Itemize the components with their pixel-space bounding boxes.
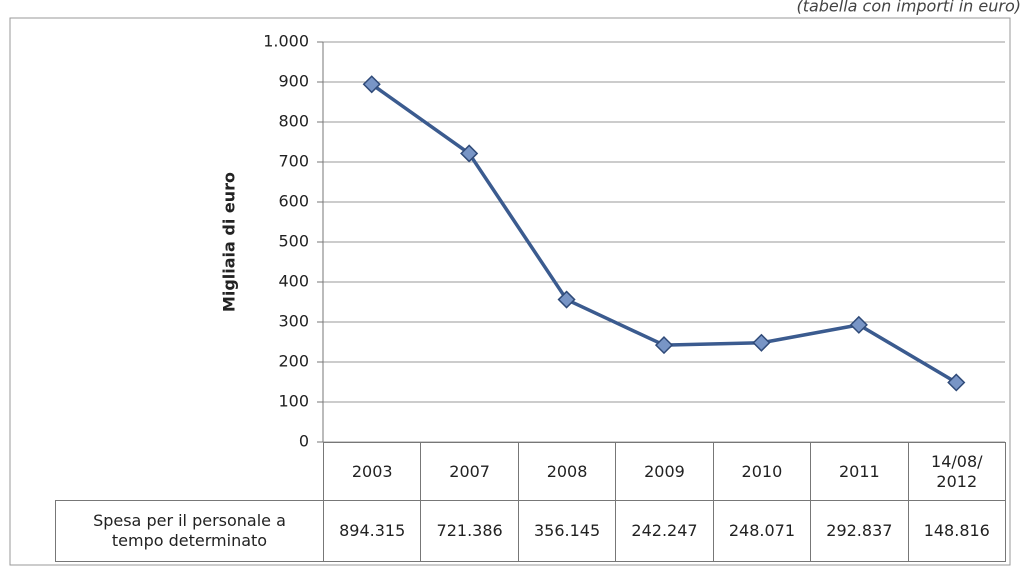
y-tick-label: 800 — [278, 112, 309, 131]
y-tick-label: 600 — [278, 192, 309, 211]
category-cell: 2009 — [615, 442, 714, 501]
category-cell: 2003 — [323, 442, 422, 501]
category-cell: 2007 — [420, 442, 519, 501]
data-label: 148.816 — [907, 500, 1006, 562]
marker — [557, 290, 576, 309]
data-label: 721.386 — [420, 500, 519, 562]
data-label: 292.837 — [810, 500, 909, 562]
category-cell: 14/08/2012 — [907, 442, 1006, 501]
marker — [362, 75, 381, 94]
y-tick-label: 900 — [278, 72, 309, 91]
y-tick-label: 0 — [299, 432, 309, 451]
marker — [654, 336, 674, 355]
y-axis-label: Migliaia di euro — [220, 172, 239, 312]
y-tick-label: 200 — [278, 352, 309, 371]
data-label: 894.315 — [323, 500, 422, 562]
y-tick-label: 400 — [278, 272, 309, 291]
data-label: 248.071 — [712, 500, 812, 562]
chart-frame — [9, 17, 1011, 566]
marker — [460, 144, 479, 163]
y-tick-label: 500 — [278, 232, 309, 251]
data-label: 356.145 — [517, 500, 617, 562]
y-tick-label: 100 — [278, 392, 309, 411]
y-tick-label: 700 — [278, 152, 309, 171]
category-cell: 2008 — [517, 442, 617, 501]
legend-label: Spesa per il personale a tempo determina… — [55, 500, 324, 562]
marker — [752, 333, 771, 352]
subtitle: (tabella con importi in euro) — [796, 0, 1021, 16]
y-tick-label: 1.000 — [263, 32, 309, 51]
category-cell: 2011 — [810, 442, 909, 501]
category-cell: 2010 — [712, 442, 812, 501]
marker — [947, 373, 966, 392]
marker — [849, 315, 868, 334]
y-tick-label: 300 — [278, 312, 309, 331]
data-label: 242.247 — [615, 500, 714, 562]
